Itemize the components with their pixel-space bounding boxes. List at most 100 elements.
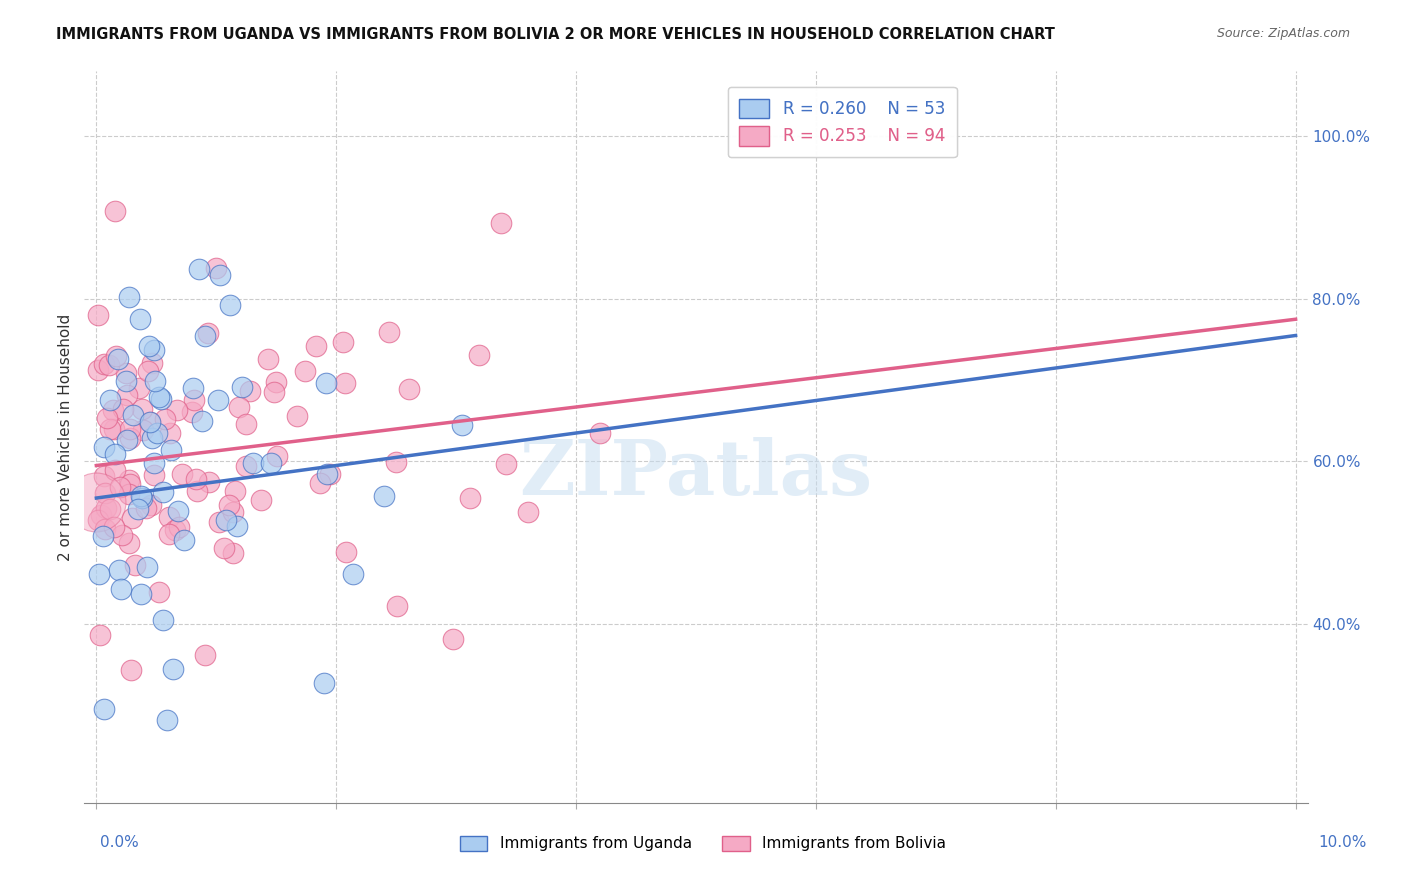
Point [127,501,149,516]
Point [588,425,610,440]
Point [495,457,517,471]
Point [191,414,214,428]
Point [188,262,211,277]
Point [285,409,308,424]
Point [143,343,166,357]
Point [194,648,217,662]
Point [222,505,245,519]
Point [451,418,474,433]
Point [214,541,236,555]
Point [373,489,395,503]
Point [225,519,247,533]
Point [215,513,238,527]
Point [115,387,138,401]
Text: Source: ZipAtlas.com: Source: ZipAtlas.com [1216,27,1350,40]
Point [150,392,173,406]
Point [250,493,273,508]
Point [90,508,112,523]
Point [101,403,124,417]
Point [128,381,150,395]
Point [385,599,408,614]
Point [121,511,143,525]
Point [98,502,121,516]
Point [222,546,245,560]
Point [118,431,141,445]
Point [94,522,117,536]
Point [138,339,160,353]
Point [263,384,285,399]
Point [159,426,181,441]
Point [121,408,143,422]
Point [111,528,134,542]
Point [152,484,174,499]
Point [204,261,226,276]
Point [86,513,108,527]
Point [181,381,204,395]
Point [264,375,287,389]
Point [142,468,165,483]
Point [104,204,127,219]
Point [315,376,337,390]
Point [224,483,246,498]
Point [117,433,139,447]
Point [228,400,250,414]
Point [468,348,491,362]
Point [167,503,190,517]
Point [235,458,257,473]
Point [332,335,354,350]
Point [103,422,125,436]
Text: 10.0%: 10.0% [1319,836,1367,850]
Point [342,567,364,582]
Point [93,702,115,716]
Point [98,392,121,407]
Point [162,662,184,676]
Point [138,415,160,429]
Point [186,484,208,499]
Point [197,326,219,340]
Point [131,401,153,416]
Point [294,364,316,378]
Point [170,467,193,482]
Point [398,382,420,396]
Point [96,410,118,425]
Text: 0.0%: 0.0% [100,836,139,850]
Text: IMMIGRANTS FROM UGANDA VS IMMIGRANTS FROM BOLIVIA 2 OR MORE VEHICLES IN HOUSEHOL: IMMIGRANTS FROM UGANDA VS IMMIGRANTS FRO… [56,27,1054,42]
Point [173,533,195,548]
Point [152,613,174,627]
Point [159,443,181,458]
Point [86,363,108,377]
Point [131,491,153,505]
Point [132,423,155,437]
Point [143,374,166,388]
Point [385,455,408,469]
Point [235,417,257,431]
Point [136,364,159,378]
Point [105,349,128,363]
Point [157,509,180,524]
Point [155,412,177,426]
Point [129,489,152,503]
Point [107,351,129,366]
Point [115,374,138,388]
Point [124,558,146,572]
Point [118,535,141,549]
Point [87,567,110,582]
Point [148,585,170,599]
Point [218,298,240,312]
Point [108,563,131,577]
Point [112,401,135,416]
Point [218,498,240,512]
Point [156,714,179,728]
Point [129,312,152,326]
Point [93,468,115,483]
Point [184,472,207,486]
Point [91,528,114,542]
Point [86,309,108,323]
Point [118,473,141,487]
Point [98,422,121,436]
Point [136,559,159,574]
Point [120,663,142,677]
Point [489,216,512,230]
Point [120,476,142,491]
Point [120,422,142,436]
